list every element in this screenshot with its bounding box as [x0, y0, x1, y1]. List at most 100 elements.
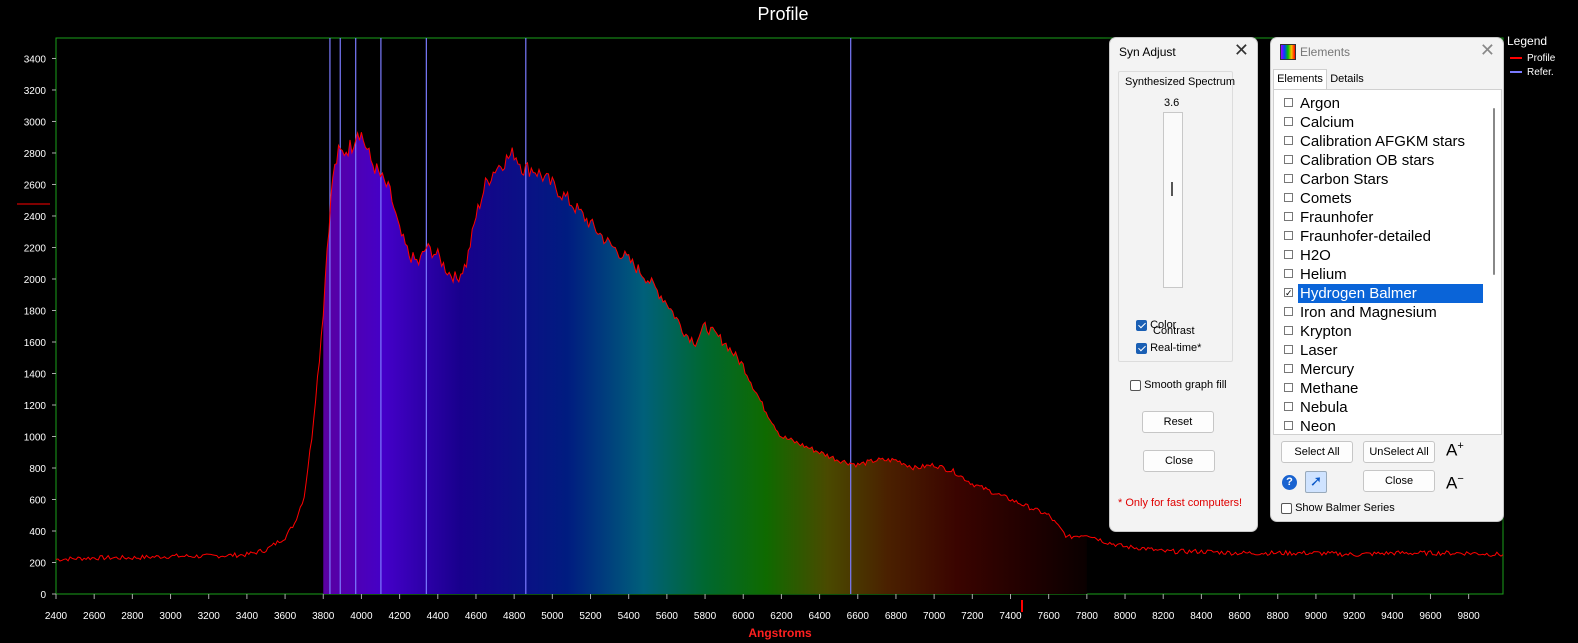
y-tick-label: 2200	[24, 243, 47, 254]
element-checkbox[interactable]	[1284, 269, 1293, 278]
tab-details[interactable]: Details	[1330, 73, 1364, 85]
element-list-item[interactable]: Fraunhofer-detailed	[1276, 227, 1486, 246]
x-tick-label: 2600	[83, 611, 106, 622]
x-tick-label: 4000	[350, 611, 373, 622]
syn-adjust-title: Syn Adjust	[1119, 45, 1176, 59]
element-list-item[interactable]: Argon	[1276, 94, 1486, 113]
tab-elements[interactable]: Elements	[1273, 69, 1327, 89]
font-decrease-button[interactable]: A−	[1446, 473, 1464, 493]
element-checkbox[interactable]	[1284, 136, 1293, 145]
reset-button[interactable]: Reset	[1142, 411, 1214, 433]
select-all-button[interactable]: Select All	[1281, 441, 1353, 463]
element-label: Fraunhofer	[1300, 209, 1374, 226]
show-balmer-checkbox[interactable]	[1281, 502, 1292, 514]
element-checkbox[interactable]	[1284, 345, 1293, 354]
element-checkbox[interactable]	[1284, 117, 1293, 126]
close-icon[interactable]: ✕	[1479, 40, 1495, 60]
help-icon[interactable]: ?	[1282, 475, 1297, 490]
y-tick-label: 400	[29, 527, 46, 538]
element-list-item[interactable]: Fraunhofer	[1276, 208, 1486, 227]
element-checkbox[interactable]	[1284, 383, 1293, 392]
x-tick-label: 9600	[1419, 611, 1442, 622]
syn-close-button[interactable]: Close	[1143, 450, 1215, 472]
realtime-checkbox-row[interactable]: Real-time*	[1136, 342, 1201, 354]
color-checkbox-row[interactable]: Color	[1136, 319, 1176, 331]
element-checkbox[interactable]	[1284, 402, 1293, 411]
element-checkbox[interactable]	[1284, 212, 1293, 221]
x-tick-label: 6600	[847, 611, 870, 622]
element-label: Comets	[1300, 190, 1352, 207]
element-list-item[interactable]: Helium	[1276, 265, 1486, 284]
element-label: Calibration AFGKM stars	[1300, 133, 1466, 150]
y-tick-label: 1800	[24, 306, 47, 317]
elements-close-button[interactable]: Close	[1363, 470, 1435, 492]
close-icon[interactable]: ✕	[1233, 40, 1249, 60]
elements-titlebar[interactable]: Elements ✕	[1271, 38, 1503, 64]
element-list-item[interactable]: Nebula	[1276, 398, 1486, 417]
element-checkbox[interactable]	[1284, 326, 1293, 335]
legend-title: Legend	[1507, 34, 1547, 48]
element-label: Carbon Stars	[1300, 171, 1389, 188]
elements-title: Elements	[1300, 45, 1351, 59]
show-balmer-row[interactable]: Show Balmer Series	[1281, 502, 1395, 514]
elements-list[interactable]: Argon Calcium Calibration AFGKM stars Calib…	[1276, 94, 1486, 434]
synthesized-spectrum-group: Synthesized Spectrum 3.6 Contrast	[1118, 71, 1235, 362]
x-tick-label: 4400	[427, 611, 450, 622]
element-checkbox[interactable]	[1284, 98, 1293, 107]
slider-thumb[interactable]	[1171, 182, 1173, 196]
element-label: Helium	[1300, 266, 1347, 283]
y-tick-label: 3000	[24, 117, 47, 128]
font-increase-button[interactable]: A+	[1446, 440, 1464, 460]
element-list-item[interactable]: Calcium	[1276, 113, 1486, 132]
element-list-item[interactable]: H2O	[1276, 246, 1486, 265]
element-checkbox[interactable]	[1284, 155, 1293, 164]
y-tick-label: 1600	[24, 338, 47, 349]
x-tick-label: 5800	[694, 611, 717, 622]
element-checkbox[interactable]	[1284, 250, 1293, 259]
element-list-item[interactable]: Calibration OB stars	[1276, 151, 1486, 170]
element-label: Nebula	[1300, 399, 1348, 416]
x-tick-label: 5400	[618, 611, 641, 622]
x-tick-label: 7800	[1076, 611, 1099, 622]
y-tick-label: 2800	[24, 149, 47, 160]
element-checkbox[interactable]	[1284, 174, 1293, 183]
list-scrollbar[interactable]	[1493, 108, 1495, 275]
color-checkbox[interactable]	[1136, 319, 1147, 331]
element-list-item[interactable]: Hydrogen Balmer	[1276, 284, 1486, 303]
element-list-item[interactable]: Iron and Magnesium	[1276, 303, 1486, 322]
element-list-item[interactable]: Krypton	[1276, 322, 1486, 341]
element-checkbox[interactable]	[1284, 231, 1293, 240]
element-checkbox[interactable]	[1284, 193, 1293, 202]
syn-adjust-window: Syn Adjust ✕ Synthesized Spectrum 3.6 Co…	[1109, 37, 1258, 532]
y-tick-label: 600	[29, 495, 46, 506]
x-tick-label: 5600	[656, 611, 679, 622]
element-list-item[interactable]: Calibration AFGKM stars	[1276, 132, 1486, 151]
element-list-item[interactable]: Laser	[1276, 341, 1486, 360]
realtime-checkbox[interactable]	[1136, 342, 1147, 354]
unselect-all-button[interactable]: UnSelect All	[1363, 441, 1435, 463]
x-tick-label: 8400	[1190, 611, 1213, 622]
x-tick-label: 9200	[1343, 611, 1366, 622]
element-checkbox[interactable]	[1284, 307, 1293, 316]
y-tick-label: 1200	[24, 401, 47, 412]
element-list-item[interactable]: Methane	[1276, 379, 1486, 398]
element-list-item[interactable]: Neon	[1276, 417, 1486, 434]
element-checkbox[interactable]	[1284, 421, 1293, 430]
element-checkbox[interactable]	[1284, 364, 1293, 373]
spectrum-fill	[323, 132, 1087, 594]
arrow-icon[interactable]: ➚	[1305, 471, 1327, 493]
x-tick-label: 3800	[312, 611, 335, 622]
element-list-item[interactable]: Mercury	[1276, 360, 1486, 379]
element-list-item[interactable]: Comets	[1276, 189, 1486, 208]
element-list-item[interactable]: Carbon Stars	[1276, 170, 1486, 189]
x-axis-label: Angstroms	[748, 626, 812, 640]
y-tick-label: 1400	[24, 369, 47, 380]
x-tick-label: 3000	[159, 611, 182, 622]
x-tick-label: 4600	[465, 611, 488, 622]
x-tick-label: 3600	[274, 611, 297, 622]
element-checkbox[interactable]	[1284, 284, 1293, 303]
smooth-fill-checkbox-row[interactable]: Smooth graph fill	[1130, 379, 1227, 391]
contrast-slider[interactable]	[1163, 112, 1183, 288]
syn-adjust-titlebar[interactable]: Syn Adjust ✕	[1110, 38, 1257, 64]
smooth-fill-checkbox[interactable]	[1130, 379, 1141, 391]
